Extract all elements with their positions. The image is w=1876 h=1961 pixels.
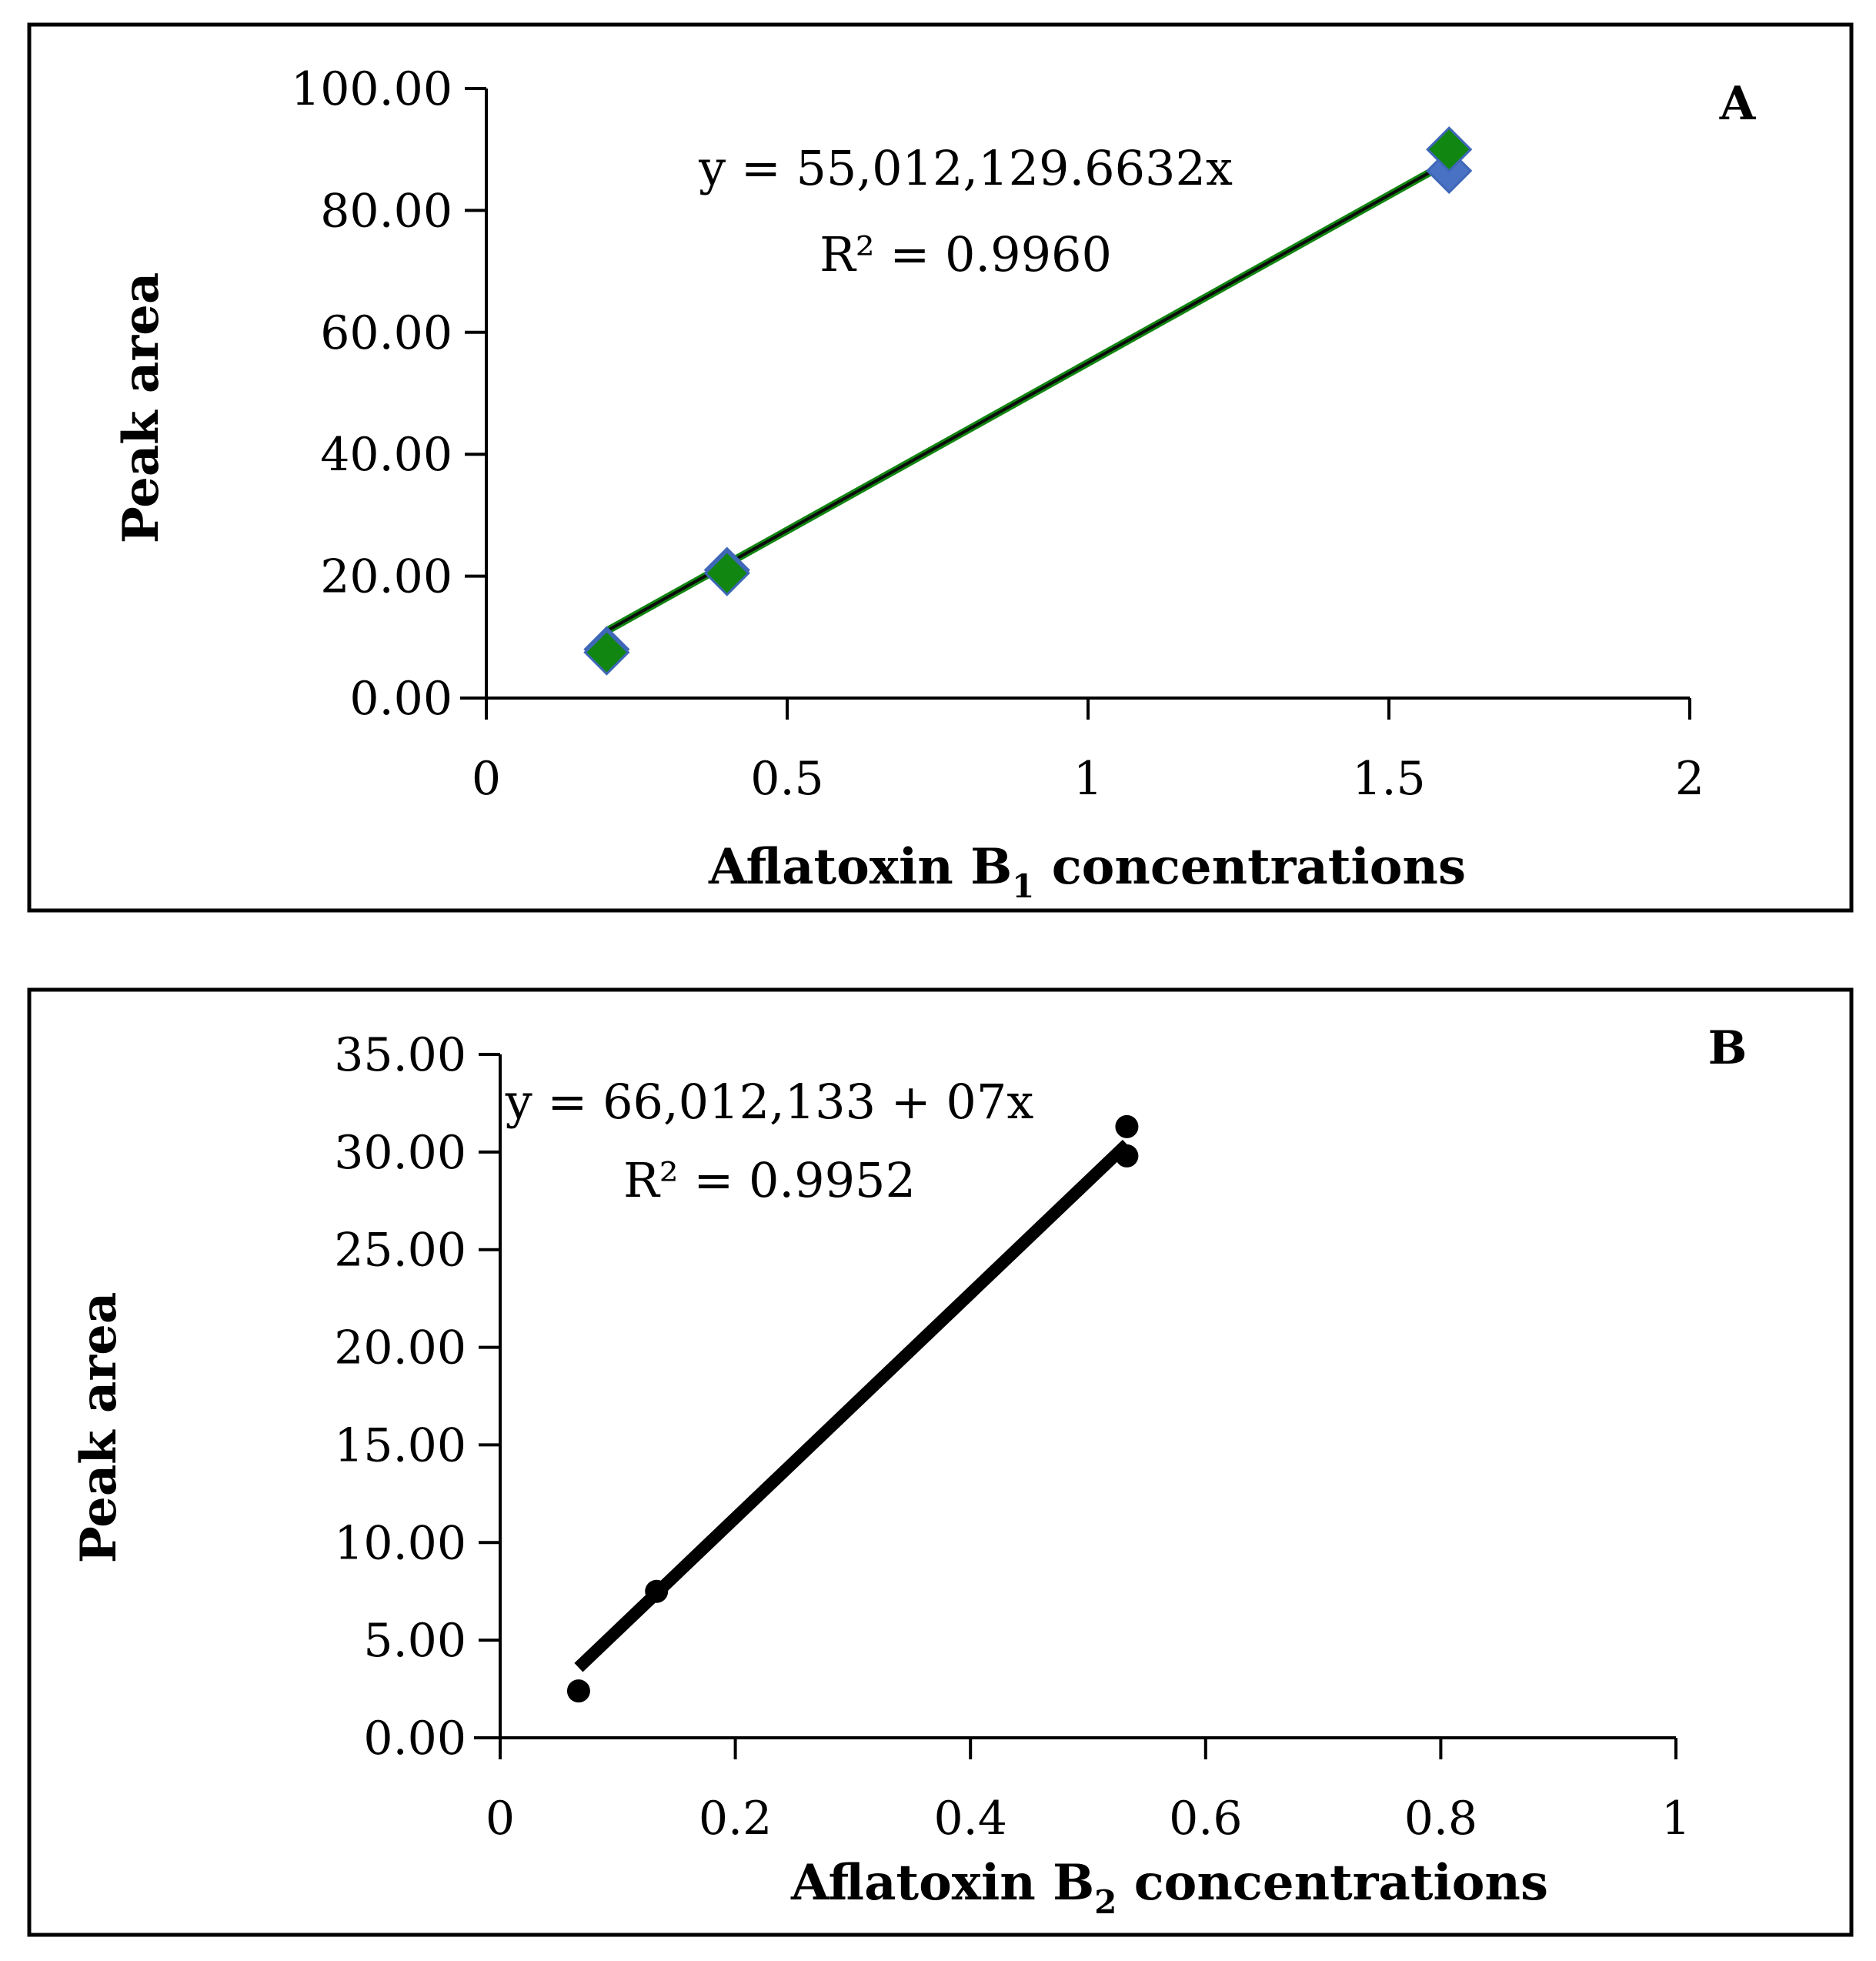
panel-b-x-title-rest: concentrations	[1117, 1854, 1548, 1912]
panel-b-y-axis-title: Peak area	[70, 1292, 128, 1564]
panel-b-x-title-main: Aflatoxin B	[790, 1854, 1094, 1912]
panel-b-data-point	[1115, 1114, 1139, 1138]
panel-b-label: B	[1708, 1021, 1747, 1075]
panel-b-y-tick-label: 20.00	[334, 1321, 466, 1375]
panel-a-r-squared: R² = 0.9960	[819, 226, 1112, 282]
panel-b-r-squared: R² = 0.9952	[623, 1152, 916, 1208]
panel-b-y-tick-label: 10.00	[334, 1516, 466, 1570]
panel-b-x-title-sub: 2	[1094, 1883, 1117, 1921]
panel-b-y-tick-label: 25.00	[334, 1224, 466, 1278]
panel-a-x-axis-title: Aflatoxin B1 concentrations	[708, 838, 1466, 905]
panel-b-data-point	[1115, 1144, 1139, 1168]
panel-a-label: A	[1719, 77, 1757, 131]
panel-a-trendline	[606, 160, 1450, 633]
panel-a-y-tick-label: 60.00	[320, 306, 452, 360]
panel-b-equation: y = 66,012,133 + 07x	[505, 1074, 1034, 1130]
panel-a-x-tick-label: 0.5	[750, 752, 823, 806]
panel-a-x-title-rest: concentrations	[1034, 838, 1466, 896]
panel-a-data-point	[703, 550, 750, 596]
panel-a-x-tick-label: 2	[1675, 752, 1704, 806]
panel-a-equation: y = 55,012,129.6632x	[698, 140, 1233, 196]
panel-b-y-tick-label: 0.00	[363, 1712, 466, 1766]
panel-b-x-tick-label: 0.4	[933, 1792, 1006, 1846]
chart-panel-b: 0.00 5.00 10.00 15.00 20.00 25.00 30.00 35.00 0…	[27, 987, 1854, 1937]
panel-a-y-tick-label: 100.00	[291, 62, 452, 116]
panel-a-x-tick-label: 1.5	[1352, 752, 1425, 806]
panel-b-trendline	[574, 1139, 1131, 1672]
panel-a-x-title-main: Aflatoxin B	[708, 838, 1012, 896]
panel-a-frame	[27, 22, 1854, 913]
panel-a-data-point	[1426, 126, 1473, 173]
panel-b-y-tick-label: 35.00	[334, 1028, 466, 1082]
panel-a-x-tick-label: 0	[472, 752, 501, 806]
panel-b-y-tick-label: 5.00	[363, 1614, 466, 1668]
panel-a-y-tick-label: 0.00	[349, 672, 452, 726]
panel-a-y-tick-label: 80.00	[320, 184, 452, 238]
panel-b-data-point	[566, 1679, 590, 1703]
panel-a-data-point	[583, 629, 630, 676]
panel-b-x-axis-title: Aflatoxin B2 concentrations	[790, 1854, 1548, 1921]
panel-b-x-tick-label: 0.6	[1169, 1792, 1242, 1846]
panel-b-data-point	[645, 1579, 669, 1603]
panel-a-y-axis-title: Peak area	[112, 272, 170, 544]
panel-b-y-tick-label: 30.00	[334, 1126, 466, 1180]
panel-a-y-tick-label: 20.00	[320, 550, 452, 604]
panel-b-y-tick-label: 15.00	[334, 1418, 466, 1472]
panel-b-x-tick-label: 0	[486, 1792, 515, 1846]
panel-b-x-tick-label: 1	[1661, 1792, 1691, 1846]
panel-b-x-tick-label: 0.8	[1404, 1792, 1477, 1846]
panel-b-x-tick-label: 0.2	[699, 1792, 772, 1846]
panel-b-frame	[27, 987, 1854, 1937]
panel-a-x-title-sub: 1	[1012, 867, 1034, 905]
panel-a-x-tick-label: 1	[1073, 752, 1103, 806]
chart-panel-a: 0.00 20.00 40.00 60.00 80.00 100.00 0 0.5 1 1.5 2…	[27, 22, 1854, 913]
panel-a-y-tick-label: 40.00	[320, 428, 452, 482]
